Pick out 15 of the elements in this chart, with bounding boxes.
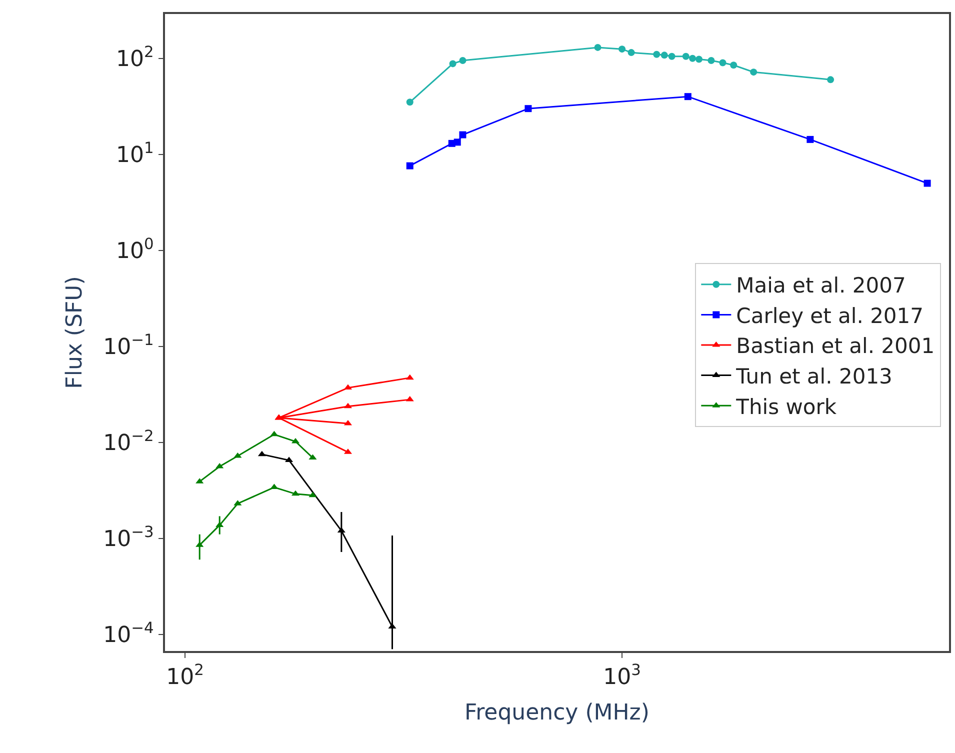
x-tick-label: 10$^{3}$ [603, 660, 641, 690]
legend-label: Carley et al. 2017 [736, 304, 924, 328]
y-tick-label: 10$^{2}$ [116, 42, 154, 72]
legend-label: Tun et al. 2013 [735, 364, 892, 388]
legend-label: This work [735, 394, 838, 419]
y-tick-label: 10$^{−4}$ [103, 618, 154, 648]
y-tick-label: 10$^{−1}$ [103, 330, 154, 360]
y-tick-label: 10$^{0}$ [116, 234, 154, 264]
y-tick-label: 10$^{1}$ [116, 138, 154, 168]
y-axis-title: Flux (SFU) [62, 276, 88, 389]
x-axis-title: Frequency (MHz) [464, 700, 650, 726]
y-tick-label: 10$^{−3}$ [103, 522, 154, 552]
y-tick-label: 10$^{−2}$ [103, 426, 154, 456]
legend-label: Maia et al. 2007 [736, 274, 906, 298]
legend-label: Bastian et al. 2001 [736, 334, 935, 358]
